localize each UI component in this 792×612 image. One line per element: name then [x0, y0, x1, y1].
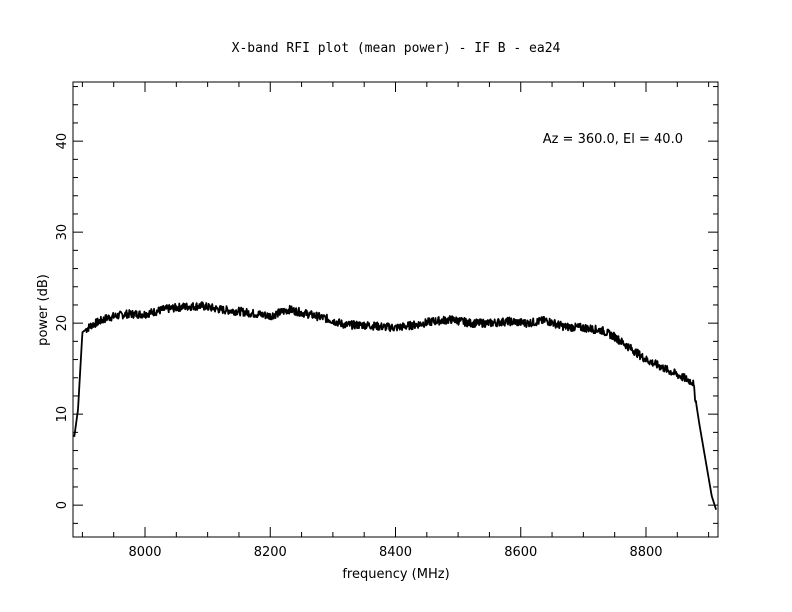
- y-tick-labels: 0 10 20 30 40: [55, 133, 70, 509]
- x-tick-label: 8200: [254, 545, 287, 560]
- x-tick-label: 8400: [379, 545, 412, 560]
- y-axis-title: power (dB): [36, 274, 51, 346]
- y-tick-label: 30: [55, 224, 70, 241]
- y-tick-label: 20: [55, 315, 70, 332]
- axis-ticks: [73, 82, 718, 537]
- az-el-annotation: Az = 360.0, El = 40.0: [543, 132, 683, 147]
- mean-power-line: [73, 301, 717, 510]
- y-tick-label: 10: [55, 406, 70, 423]
- x-tick-labels: 8000 8200 8400 8600 8800: [128, 545, 662, 560]
- x-tick-label: 8600: [504, 545, 537, 560]
- x-tick-label: 8000: [128, 545, 161, 560]
- y-tick-label: 0: [55, 501, 70, 509]
- x-tick-label: 8800: [629, 545, 662, 560]
- y-tick-label: 40: [55, 133, 70, 150]
- chart-title: X-band RFI plot (mean power) - IF B - ea…: [232, 41, 561, 56]
- x-axis-title: frequency (MHz): [342, 567, 449, 582]
